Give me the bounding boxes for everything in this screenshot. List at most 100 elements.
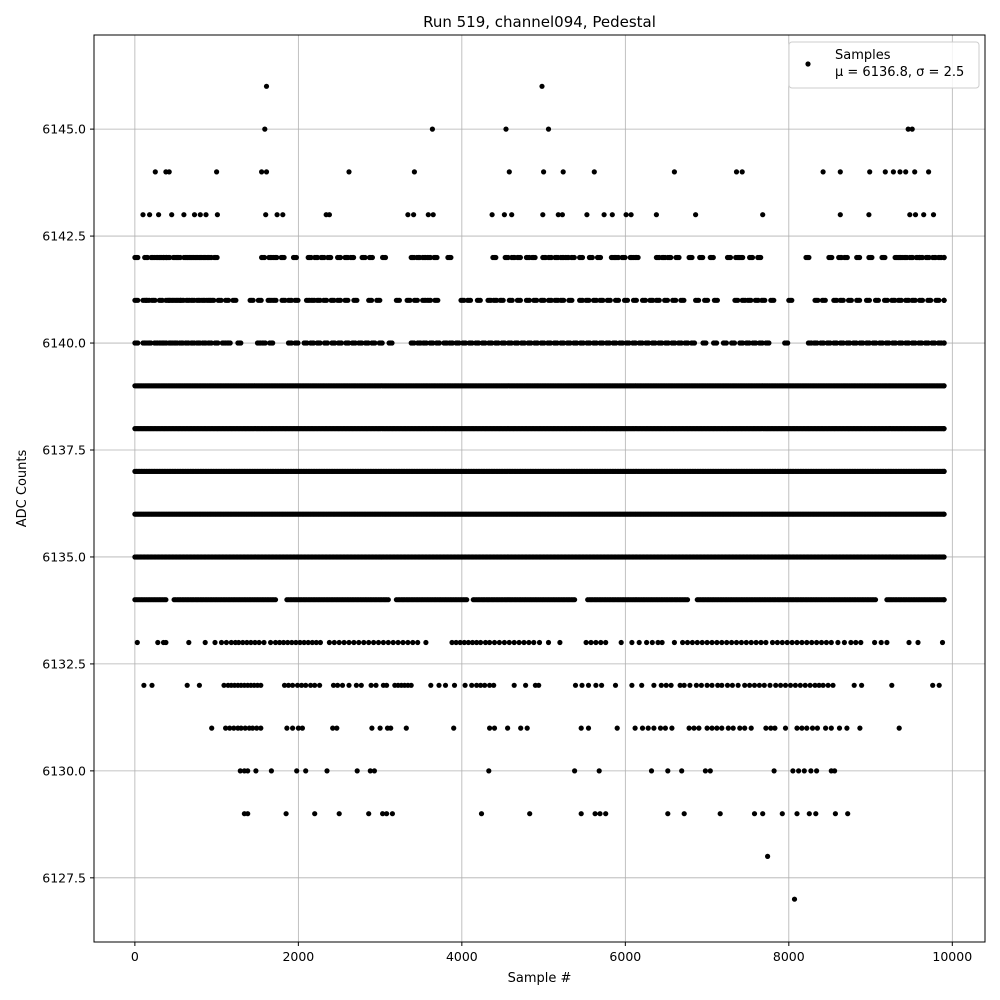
data-point: [912, 169, 918, 175]
data-point: [804, 725, 810, 731]
data-point: [509, 297, 515, 303]
data-point: [536, 639, 543, 646]
data-point: [301, 639, 307, 646]
y-tick-label: 6132.5: [42, 656, 86, 671]
data-point: [794, 811, 800, 817]
y-tick-label: 6145.0: [42, 122, 86, 137]
data-point: [748, 639, 754, 646]
data-point: [739, 169, 745, 175]
data-point: [508, 340, 514, 346]
data-point: [487, 639, 493, 646]
data-point: [478, 682, 484, 688]
data-point: [639, 682, 645, 688]
data-point: [258, 297, 264, 303]
data-point: [806, 811, 812, 817]
data-point: [493, 254, 499, 261]
data-point: [273, 297, 279, 303]
data-point: [252, 639, 258, 646]
data-point: [882, 254, 888, 261]
data-point: [837, 212, 843, 218]
data-point: [671, 169, 678, 175]
data-point: [274, 254, 280, 261]
data-point: [218, 639, 225, 646]
data-point: [163, 597, 169, 603]
data-point: [396, 297, 402, 303]
data-point: [331, 297, 337, 303]
data-point: [572, 768, 578, 774]
data-point: [345, 297, 351, 303]
data-point: [295, 297, 301, 303]
data-point: [730, 725, 736, 731]
data-point: [221, 682, 227, 688]
data-point: [429, 126, 435, 132]
data-point: [545, 639, 552, 646]
data-point: [791, 896, 798, 902]
data-point: [615, 254, 622, 261]
y-tick-label: 6135.0: [42, 549, 86, 564]
data-point: [366, 639, 372, 646]
data-point: [801, 768, 807, 774]
data-point: [196, 682, 202, 688]
y-tick-label: 6127.5: [42, 870, 86, 885]
data-point: [428, 682, 434, 688]
data-point: [411, 169, 417, 175]
data-point: [253, 768, 259, 774]
data-point: [928, 297, 934, 303]
data-point: [465, 639, 471, 646]
data-point: [832, 811, 839, 817]
data-point: [903, 169, 909, 175]
data-point: [268, 768, 274, 774]
data-point: [346, 682, 352, 688]
data-point: [773, 682, 779, 688]
data-point: [936, 682, 942, 688]
data-point: [820, 169, 826, 175]
data-point: [474, 682, 480, 688]
data-point: [395, 639, 401, 646]
data-point: [597, 254, 604, 261]
data-point: [809, 639, 815, 646]
data-point: [377, 297, 383, 303]
data-point: [912, 297, 918, 303]
data-point: [554, 340, 560, 346]
legend-stats-label: μ = 6136.8, σ = 2.5: [835, 65, 964, 80]
data-point: [859, 682, 865, 688]
data-point: [338, 340, 344, 346]
data-point: [186, 639, 192, 646]
data-point: [787, 682, 794, 688]
data-point: [353, 682, 359, 688]
data-point: [289, 639, 295, 646]
data-point: [884, 639, 890, 646]
data-point: [477, 297, 483, 303]
data-point: [794, 639, 800, 646]
legend-marker: [805, 61, 811, 67]
data-point: [735, 297, 741, 303]
data-point: [844, 254, 850, 261]
data-point: [668, 254, 674, 261]
data-point: [242, 725, 248, 731]
data-point: [873, 340, 879, 346]
data-point: [534, 297, 540, 303]
data-point: [434, 254, 440, 261]
data-point: [256, 639, 262, 646]
data-point: [263, 169, 270, 175]
data-point: [482, 340, 488, 346]
y-tick-label: 6130.0: [42, 763, 86, 778]
data-point: [140, 212, 146, 218]
data-point: [613, 340, 619, 346]
data-point: [223, 639, 229, 646]
data-point: [659, 639, 665, 646]
data-point: [763, 725, 769, 731]
plot-frame: [93, 34, 986, 943]
data-point: [436, 682, 442, 688]
data-point: [451, 725, 457, 731]
legend-box: [788, 41, 980, 89]
data-point: [759, 340, 765, 346]
data-point: [785, 340, 791, 346]
data-point: [496, 639, 502, 646]
data-point: [528, 340, 534, 346]
data-point: [384, 811, 390, 817]
data-point: [240, 639, 246, 646]
data-point: [487, 682, 493, 688]
data-point: [272, 597, 279, 603]
x-tick-label: 8000: [773, 949, 805, 964]
